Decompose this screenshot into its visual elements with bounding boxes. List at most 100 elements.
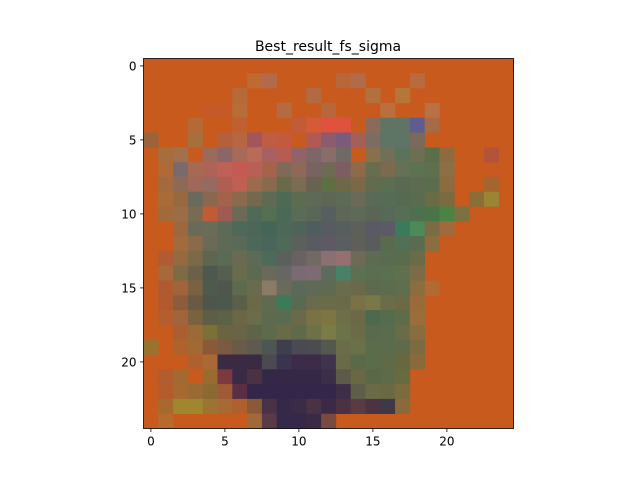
heatmap-cell <box>365 236 381 252</box>
heatmap-cell <box>158 398 174 414</box>
heatmap-cell <box>187 295 203 311</box>
heatmap-cell <box>261 354 277 370</box>
heatmap-cell <box>365 206 381 222</box>
heatmap-cell <box>247 221 263 237</box>
heatmap-cell <box>247 73 263 89</box>
heatmap-cell <box>173 339 189 355</box>
x-axis: 0 5 10 15 20 <box>147 428 455 449</box>
heatmap-cell <box>365 117 381 133</box>
heatmap-cell <box>424 147 440 163</box>
heatmap-cell <box>365 162 381 178</box>
heatmap-cell <box>350 265 366 281</box>
heatmap-cell <box>439 176 455 192</box>
heatmap-cell <box>306 265 322 281</box>
heatmap-cell <box>424 176 440 192</box>
heatmap-cell <box>483 147 499 163</box>
heatmap-cell <box>202 354 218 370</box>
heatmap-cell <box>395 295 411 311</box>
heatmap-cell <box>321 310 337 326</box>
heatmap-cell <box>350 206 366 222</box>
heatmap-cell <box>306 132 322 148</box>
x-tick-label: 10 <box>291 435 306 449</box>
heatmap-cell <box>187 384 203 400</box>
heatmap-cell <box>232 221 248 237</box>
heatmap-cell <box>380 147 396 163</box>
heatmap-cell <box>187 339 203 355</box>
heatmap-cell <box>217 354 263 370</box>
heatmap-cell <box>187 117 203 133</box>
heatmap-cell <box>217 162 233 178</box>
heatmap-cell <box>276 162 292 178</box>
heatmap-cell <box>187 162 203 178</box>
heatmap-cell <box>276 147 292 163</box>
heatmap-cell <box>217 265 233 281</box>
heatmap-cell <box>335 369 351 385</box>
heatmap-cell <box>335 250 351 266</box>
heatmap-cell <box>232 398 248 414</box>
heatmap-cell <box>291 398 307 414</box>
y-tick-label: 15 <box>121 281 136 295</box>
heatmap-cell <box>187 354 203 370</box>
heatmap-cell <box>321 250 337 266</box>
heatmap-cell <box>335 191 351 207</box>
heatmap-cell <box>217 398 233 414</box>
heatmap-cell <box>291 339 307 355</box>
heatmap-cell <box>187 280 203 296</box>
heatmap-cell <box>291 354 322 370</box>
heatmap-cell <box>365 280 381 296</box>
heatmap-cell <box>306 147 322 163</box>
heatmap-cell <box>350 191 366 207</box>
heatmap-cell <box>350 250 366 266</box>
heatmap-cell <box>395 310 411 326</box>
heatmap-cell <box>365 191 381 207</box>
heatmap-cell <box>409 206 425 222</box>
heatmap-cell <box>395 280 411 296</box>
heatmap-cell <box>424 117 440 133</box>
heatmap-cell <box>380 176 396 192</box>
heatmap-cell <box>247 206 263 222</box>
heatmap-cell <box>187 191 203 207</box>
heatmap-cell <box>365 369 381 385</box>
heatmap-cell <box>365 221 381 237</box>
heatmap-cell <box>247 384 337 400</box>
heatmap-cell <box>291 117 307 133</box>
heatmap-cell <box>202 339 218 355</box>
heatmap-cell <box>350 310 366 326</box>
heatmap-cell <box>217 369 233 385</box>
heatmap-cell <box>424 102 440 118</box>
heatmap-cell <box>321 339 337 355</box>
heatmap-cell <box>335 73 351 89</box>
heatmap-cell <box>187 176 203 192</box>
heatmap-cell <box>321 102 337 118</box>
heatmap-cell <box>291 250 307 266</box>
heatmap-cell <box>365 339 381 355</box>
heatmap-cell <box>380 339 396 355</box>
heatmap-cell <box>365 250 381 266</box>
heatmap-cell <box>173 206 189 222</box>
heatmap-cell <box>158 206 174 222</box>
heatmap-cell <box>202 265 218 281</box>
heatmap-cell <box>173 176 189 192</box>
heatmap-cell <box>395 384 411 400</box>
heatmap-cells <box>143 58 514 429</box>
heatmap-cell <box>321 162 337 178</box>
heatmap-cell <box>173 324 189 340</box>
heatmap-cell <box>335 354 351 370</box>
heatmap-cell <box>158 176 174 192</box>
heatmap-cell <box>365 324 381 340</box>
heatmap-cell <box>409 236 425 252</box>
heatmap-cell <box>202 236 218 252</box>
heatmap-cell <box>380 132 411 148</box>
y-tick-label: 10 <box>121 207 136 221</box>
heatmap-cell <box>232 250 248 266</box>
heatmap-cell <box>306 324 322 340</box>
heatmap-cell <box>173 265 189 281</box>
heatmap-cell <box>409 280 425 296</box>
heatmap-cell <box>276 354 292 370</box>
heatmap-cell <box>380 206 396 222</box>
heatmap-cell <box>173 295 189 311</box>
heatmap-cell <box>247 162 263 178</box>
heatmap-cell <box>424 162 440 178</box>
heatmap-cell <box>291 176 307 192</box>
